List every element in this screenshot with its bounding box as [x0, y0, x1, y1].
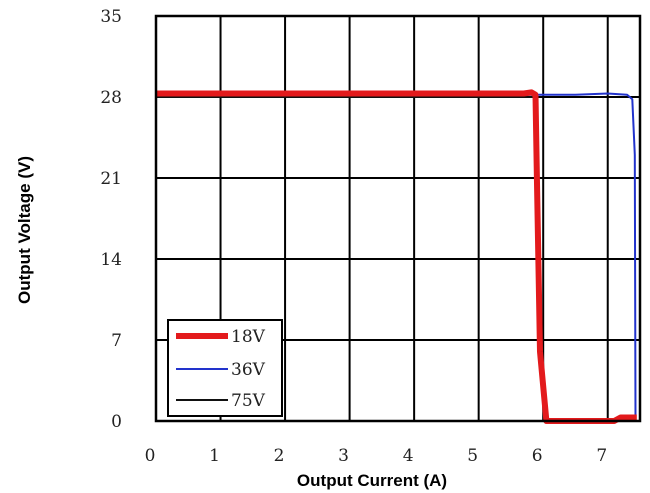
x-tick-label-7: 7 [596, 446, 607, 466]
y-tick-label-0: 0 [111, 412, 122, 432]
y-tick-label-5: 35 [100, 7, 122, 27]
x-tick-label-6: 6 [532, 446, 543, 466]
x-tick-label-5: 5 [467, 446, 478, 466]
x-tick-label-3: 3 [338, 446, 349, 466]
legend: 18V 36V 75V [167, 319, 283, 417]
y-tick-label-4: 28 [100, 88, 122, 108]
plot-area-frame [154, 14, 642, 423]
y-tick-label-1: 7 [111, 331, 122, 351]
y-axis-title: Output Voltage (V) [15, 156, 34, 304]
x-tick-label-4: 4 [403, 446, 414, 466]
legend-label-18v: 18V [231, 327, 266, 347]
y-tick-labels: 0 7 14 21 28 35 [100, 7, 122, 432]
legend-label-75v: 75V [231, 391, 266, 411]
y-tick-label-2: 14 [100, 250, 122, 270]
legend-label-36v: 36V [231, 360, 266, 380]
x-tick-label-2: 2 [274, 446, 285, 466]
x-tick-label-0: 0 [145, 446, 156, 466]
y-tick-label-3: 21 [100, 169, 122, 189]
x-tick-label-1: 1 [209, 446, 220, 466]
x-tick-labels: 0 1 2 3 4 5 6 7 [145, 446, 608, 466]
x-axis-title: Output Current (A) [297, 471, 447, 490]
